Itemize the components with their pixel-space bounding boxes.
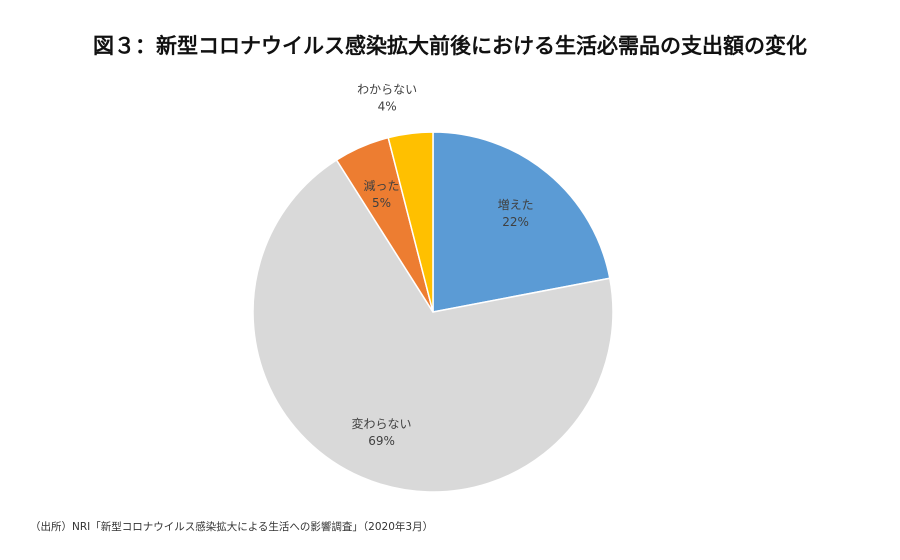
pie-slice-1 [432,131,611,313]
chart-title: 図３：新型コロナウイルス感染拡大前後における生活必需品の支出額の変化 [93,34,807,58]
pie-label-name-1: 増えた [498,198,534,212]
pie-label-name-2: 変わらない [352,416,412,431]
pie-label-value-1: 22% [502,215,529,229]
pie-labels: 増えた 22% 変わらない 69% 減った 5% わからない 4% [352,83,534,448]
pie-label-name-4: わからない [357,83,417,97]
pie-slices [252,131,614,493]
pie-label-value-4: 4% [378,100,397,114]
pie-slice-2 [252,158,614,493]
pie-slice-4 [387,131,434,313]
pie-label-value-3: 5% [372,196,391,210]
pie-label-value-2: 69% [368,434,395,448]
source-note: （出所）NRI「新型コロナウイルス感染拡大による生活への影響調査」（2020年3… [30,521,434,533]
pie-label-name-3: 減った [364,178,400,193]
